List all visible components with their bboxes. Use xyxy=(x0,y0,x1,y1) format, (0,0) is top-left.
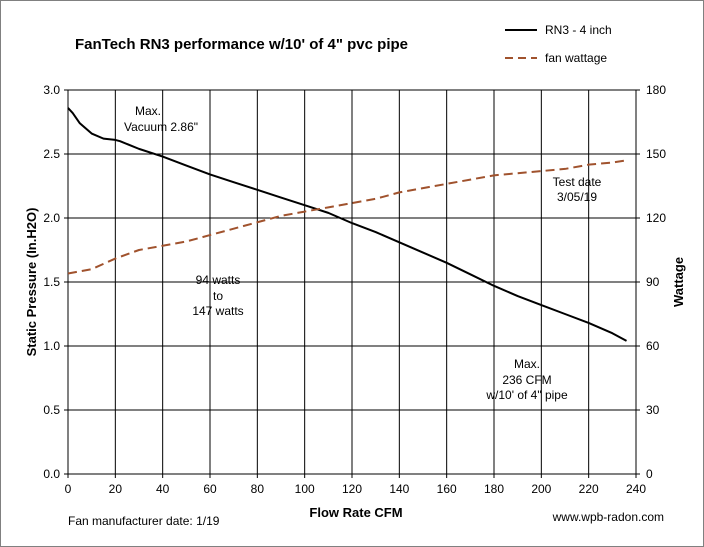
x-tick-label: 60 xyxy=(203,482,217,496)
series-line-wattage xyxy=(67,159,627,275)
y2-tick-label: 60 xyxy=(646,339,660,353)
y-tick-label: 0.0 xyxy=(43,467,60,481)
x-tick-label: 0 xyxy=(65,482,72,496)
y-tick-label: 1.5 xyxy=(43,275,60,289)
x-tick-label: 140 xyxy=(389,482,409,496)
annotation-watts-line3: 147 watts xyxy=(192,304,243,318)
y-tick-label: 1.0 xyxy=(43,339,60,353)
y2-tick-label: 30 xyxy=(646,403,660,417)
annotation-max-vacuum-line1: Max. xyxy=(135,104,161,118)
y2-tick-label: 120 xyxy=(646,211,666,225)
footer-manufacturer-date: Fan manufacturer date: 1/19 xyxy=(68,514,220,528)
y2-tick-label: 180 xyxy=(646,83,666,97)
legend: RN3 - 4 inch fan wattage xyxy=(505,23,612,65)
x-tick-label: 240 xyxy=(626,482,646,496)
x-tick-label: 80 xyxy=(251,482,265,496)
y2-axis-title: Wattage xyxy=(671,257,686,307)
y2-tick-label: 0 xyxy=(646,467,653,481)
x-tick-label: 100 xyxy=(295,482,315,496)
annotation-max-vacuum-line2: Vacuum 2.86" xyxy=(124,120,198,134)
legend-label-rn3: RN3 - 4 inch xyxy=(545,23,612,37)
x-tick-label: 180 xyxy=(484,482,504,496)
legend-label-wattage: fan wattage xyxy=(545,51,607,65)
annotation-test-date-line2: 3/05/19 xyxy=(557,190,597,204)
y2-tick-label: 90 xyxy=(646,275,660,289)
y-tick-label: 0.5 xyxy=(43,403,60,417)
y-tick-label: 2.5 xyxy=(43,147,60,161)
x-tick-label: 20 xyxy=(109,482,123,496)
y-tick-label: 2.0 xyxy=(43,211,60,225)
y2-axis-ticks: 0 30 60 90 120 150 180 xyxy=(636,83,666,481)
y-axis-ticks: 0.0 0.5 1.0 1.5 2.0 2.5 3.0 xyxy=(43,83,68,481)
y-axis-title: Static Pressure (In.H2O) xyxy=(24,208,39,357)
annotation-watts-line2: to xyxy=(213,289,223,303)
annotation-max-cfm-line2: 236 CFM xyxy=(502,373,551,387)
annotation-max-cfm-line1: Max. xyxy=(514,357,540,371)
x-tick-label: 200 xyxy=(531,482,551,496)
y-tick-label: 3.0 xyxy=(43,83,60,97)
series-line-rn3 xyxy=(67,107,628,342)
annotation-test-date-line1: Test date xyxy=(553,175,602,189)
x-tick-label: 120 xyxy=(342,482,362,496)
x-tick-label: 40 xyxy=(156,482,170,496)
footer-website: www.wpb-radon.com xyxy=(552,510,664,524)
chart-title: FanTech RN3 performance w/10' of 4" pvc … xyxy=(75,36,408,53)
y2-tick-label: 150 xyxy=(646,147,666,161)
x-tick-label: 220 xyxy=(579,482,599,496)
series-layer xyxy=(67,107,628,342)
x-axis-title: Flow Rate CFM xyxy=(309,505,402,520)
x-tick-label: 160 xyxy=(437,482,457,496)
annotation-max-cfm-line3: w/10' of 4" pipe xyxy=(485,388,568,402)
x-axis-ticks: 0 20 40 60 80 100 120 140 160 180 200 220 240 xyxy=(65,474,646,496)
annotation-watts-line1: 94 watts xyxy=(196,273,241,287)
